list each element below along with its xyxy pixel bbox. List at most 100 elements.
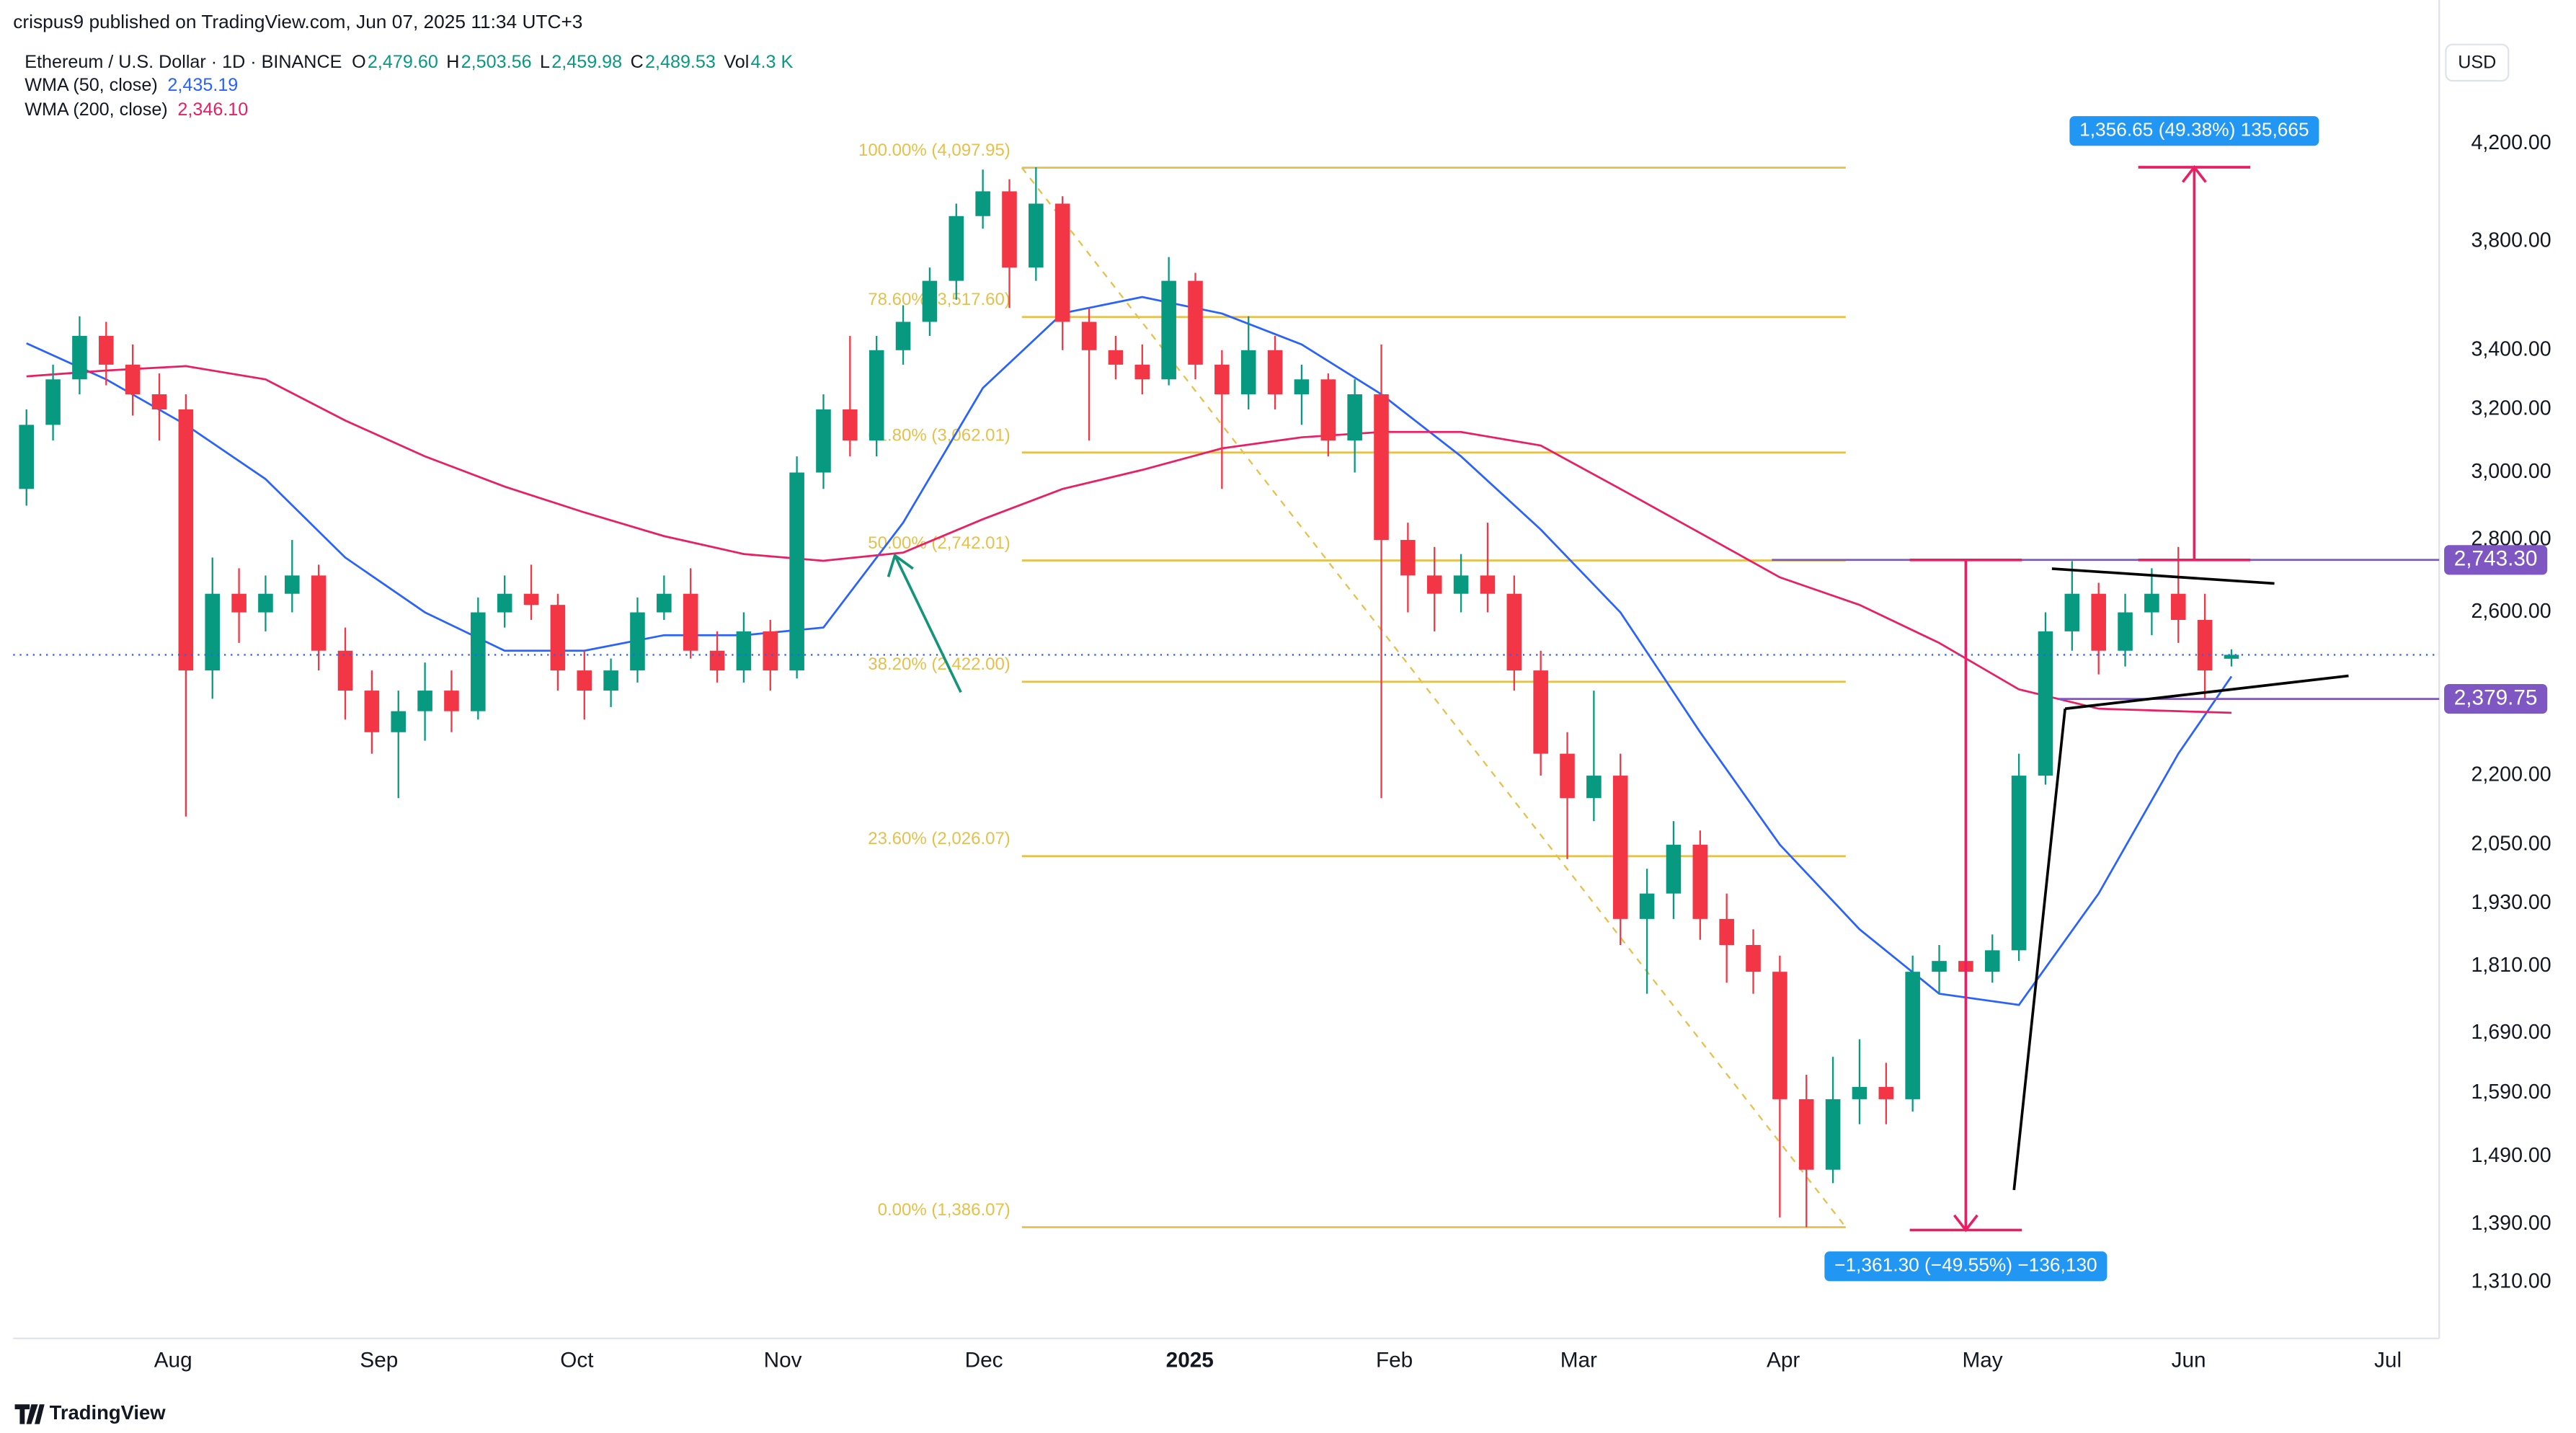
symbol-row: Ethereum / U.S. Dollar · 1D · BINANCE O 2,… — [25, 52, 793, 72]
candle-body — [2091, 593, 2106, 651]
ohlc-value: 2,479.60 — [368, 52, 438, 72]
candle-body — [497, 593, 512, 613]
candle-body — [285, 575, 300, 594]
candle-body — [975, 191, 990, 216]
indicator-value: 2,346.10 — [177, 99, 248, 120]
candle-body — [2224, 655, 2239, 659]
candle-body — [1188, 280, 1203, 365]
candle-body — [683, 593, 698, 651]
candle-body — [2118, 612, 2133, 651]
fib-label: 38.20% (2,422.00) — [868, 655, 1010, 674]
candle-body — [789, 472, 804, 671]
candle-body — [1586, 776, 1602, 799]
fib-label: 100.00% (4,097.95) — [858, 141, 1011, 160]
candle-body — [471, 612, 486, 711]
candle-body — [2011, 776, 2027, 951]
candle-body — [1054, 203, 1070, 322]
candle-body — [895, 321, 911, 350]
green-arrow — [887, 553, 962, 693]
symbol: Ethereum / U.S. Dollar · 1D · BINANCE — [25, 52, 342, 72]
y-tick-label: 3,000.00 — [2471, 460, 2551, 483]
fib-label: 0.00% (1,386.07) — [878, 1200, 1011, 1220]
candle-body — [709, 650, 725, 671]
measure-label: 1,356.65 (49.38%) 135,665 — [2079, 119, 2309, 141]
wma-line — [26, 365, 2232, 714]
currency-label[interactable]: USD — [2458, 53, 2496, 73]
candle-body — [843, 409, 858, 441]
x-tick-label: Dec — [965, 1349, 1003, 1372]
candle-body — [1533, 670, 1548, 754]
x-tick-label: Apr — [1767, 1349, 1800, 1372]
triangle-drawing — [2012, 567, 2349, 1191]
y-tick-label: 1,930.00 — [2471, 891, 2551, 914]
candle-body — [99, 336, 114, 365]
candle-body — [1400, 540, 1416, 576]
candle-body — [2038, 631, 2053, 776]
candle-body — [816, 409, 831, 473]
fib-label: 78.60% (3,517.60) — [868, 290, 1010, 309]
trend-line — [2064, 674, 2349, 711]
wma-line — [26, 296, 2233, 1006]
x-tick-label: Mar — [1560, 1349, 1597, 1372]
candle-body — [45, 379, 61, 425]
logo-mark — [14, 1404, 45, 1424]
y-tick-label: 1,690.00 — [2471, 1021, 2551, 1044]
candle-body — [205, 593, 221, 671]
ohlc-key: L — [540, 52, 550, 72]
candle-body — [1374, 394, 1389, 541]
fib-label: 61.80% (3,062.01) — [868, 425, 1010, 445]
candle-body — [151, 394, 167, 410]
price-line-label: 2,743.30 — [2454, 547, 2538, 571]
candle-body — [603, 670, 618, 691]
candle-body — [1453, 575, 1469, 594]
candle-body — [2144, 593, 2159, 613]
candle-body — [337, 650, 353, 691]
y-tick-label: 1,310.00 — [2471, 1270, 2551, 1293]
candle-body — [125, 364, 141, 394]
candle-body — [1347, 394, 1362, 441]
candle-body — [1214, 364, 1230, 394]
ohlc-value: 2,489.53 — [645, 52, 716, 72]
candle-body — [949, 216, 964, 281]
candle-body — [1612, 776, 1628, 919]
arrow-shaft — [893, 554, 962, 693]
ohlc-value: 4.3 K — [751, 52, 794, 72]
candle-body — [1294, 379, 1310, 394]
y-tick-label: 1,390.00 — [2471, 1212, 2551, 1235]
candle-body — [1798, 1099, 1814, 1170]
candle-body — [1905, 972, 1920, 1099]
candle-body — [577, 670, 592, 691]
candle-body — [391, 711, 407, 732]
x-tick-label: Aug — [154, 1349, 192, 1372]
arrow-head — [887, 553, 914, 577]
indicator-value: 2,435.19 — [167, 75, 238, 95]
plot-area: 100.00% (4,097.95) 78.60% (3,517.60) 61.80… — [13, 141, 2440, 1233]
y-tick-label: 2,050.00 — [2471, 832, 2551, 855]
y-tick-label: 3,400.00 — [2471, 337, 2551, 360]
candle-body — [2197, 620, 2213, 671]
candle-body — [258, 593, 273, 613]
candle-body — [736, 631, 752, 671]
candle-body — [1506, 593, 1522, 671]
indicator-name: WMA (50, close) — [25, 75, 157, 95]
candle-body — [1746, 944, 1761, 972]
candle-body — [869, 350, 884, 441]
y-tick-label: 1,590.00 — [2471, 1081, 2551, 1104]
y-tick-label: 3,200.00 — [2471, 397, 2551, 420]
currency-button[interactable] — [2445, 43, 2510, 82]
candle-body — [1240, 350, 1256, 394]
ohlc-key: H — [446, 52, 459, 72]
candle-body — [1161, 280, 1176, 380]
candle-body — [763, 631, 778, 671]
candle-body — [231, 593, 247, 613]
measure-label-box — [2069, 116, 2319, 146]
candle-body — [178, 409, 194, 671]
candle-body — [417, 691, 432, 711]
tv-logo — [14, 1404, 45, 1424]
trend-line — [2051, 567, 2275, 585]
candle-body — [1108, 350, 1124, 365]
candle-body — [1029, 203, 1044, 268]
